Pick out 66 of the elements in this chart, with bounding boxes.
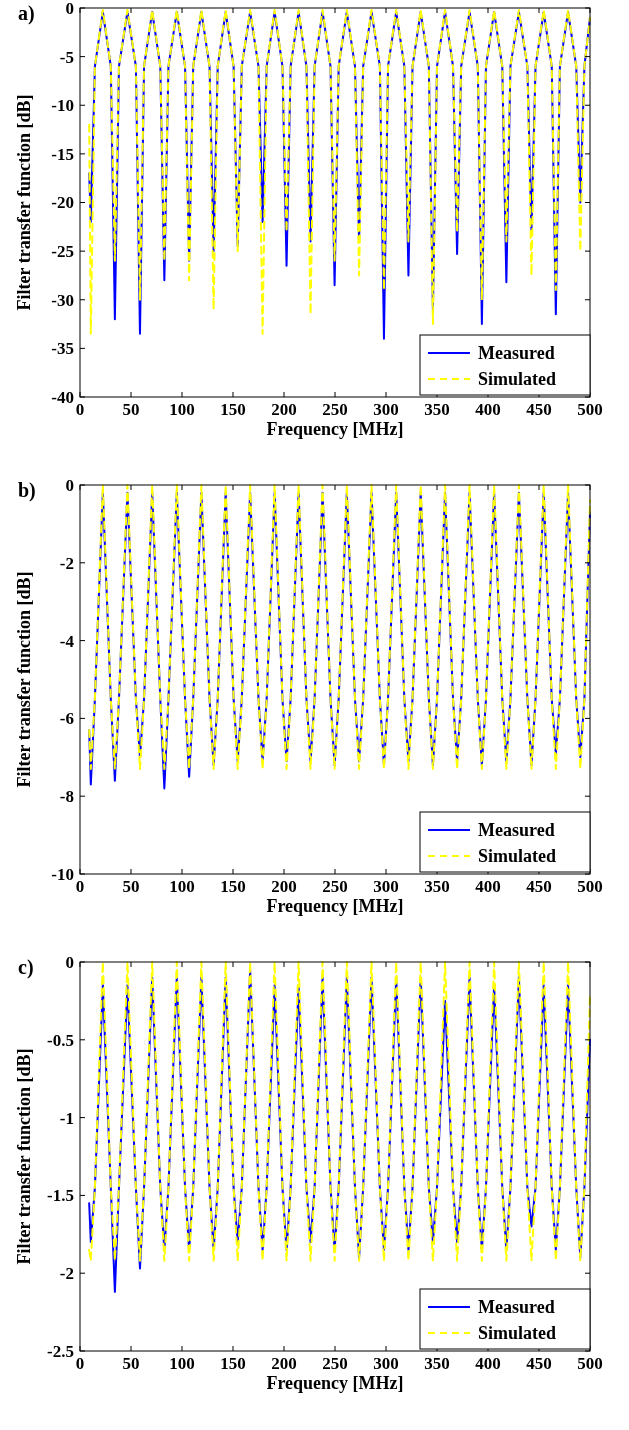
text: c) <box>18 956 34 979</box>
y-axis-title: Filter transfer function [dB] <box>14 571 34 788</box>
x-tick-label: 400 <box>475 400 501 419</box>
x-tick-label: 300 <box>373 877 399 896</box>
x-axis-title: Frequency [MHz] <box>266 1373 404 1393</box>
y-tick-label: -0.5 <box>47 1030 74 1050</box>
x-tick-label: 100 <box>169 877 195 896</box>
x-axis-title: Frequency [MHz] <box>266 419 404 439</box>
y-tick-label: -25 <box>51 242 74 262</box>
x-tick-label: 300 <box>373 400 399 419</box>
x-tick-label: 250 <box>322 1354 348 1373</box>
x-tick-label: 350 <box>424 400 450 419</box>
x-tick-label: 200 <box>271 1354 297 1373</box>
x-tick-label: 400 <box>475 1354 501 1373</box>
y-tick-label: -8 <box>59 787 74 807</box>
legend-label: Simulated <box>478 846 557 867</box>
x-tick-label: 150 <box>220 400 246 419</box>
x-tick-label: 150 <box>220 877 246 896</box>
x-axis-title: Frequency [MHz] <box>266 896 404 916</box>
legend-label: Simulated <box>478 369 557 390</box>
x-tick-label: 350 <box>424 1354 450 1373</box>
y-tick-label: -10 <box>51 864 74 884</box>
legend-label: Simulated <box>478 1323 557 1344</box>
legend-label: Measured <box>478 820 555 841</box>
x-tick-label: 150 <box>220 1354 246 1373</box>
y-tick-label: 0 <box>65 475 74 495</box>
x-tick-label: 450 <box>526 1354 552 1373</box>
x-tick-label: 450 <box>526 400 552 419</box>
x-tick-label: 250 <box>322 877 348 896</box>
x-tick-label: 250 <box>322 400 348 419</box>
x-tick-label: 50 <box>122 877 140 896</box>
y-tick-label: 0 <box>65 0 74 18</box>
y-tick-label: -1 <box>59 1108 74 1128</box>
x-tick-label: 450 <box>526 877 552 896</box>
y-tick-label: -2 <box>59 553 74 573</box>
x-tick-label: 200 <box>271 400 297 419</box>
y-tick-label: -15 <box>51 144 74 164</box>
y-tick-label: -35 <box>51 339 74 359</box>
x-tick-label: 500 <box>577 400 603 419</box>
x-tick-label: 50 <box>122 400 140 419</box>
x-tick-label: 100 <box>169 1354 195 1373</box>
y-tick-label: 0 <box>65 952 74 972</box>
y-tick-label: -10 <box>51 96 74 116</box>
y-tick-label: -1.5 <box>47 1186 74 1206</box>
y-tick-label: -6 <box>59 709 74 729</box>
x-tick-label: 300 <box>373 1354 399 1373</box>
x-tick-label: 200 <box>271 877 297 896</box>
x-tick-label: 500 <box>577 1354 603 1373</box>
x-tick-label: 100 <box>169 400 195 419</box>
y-tick-label: -20 <box>51 193 74 213</box>
y-axis-title: Filter transfer function [dB] <box>14 1048 34 1265</box>
legend-label: Measured <box>478 343 555 364</box>
y-tick-label: -30 <box>51 290 74 310</box>
y-tick-label: -2 <box>59 1264 74 1284</box>
y-tick-label: -40 <box>51 387 74 407</box>
text: b) <box>18 479 36 502</box>
y-tick-label: -4 <box>59 631 75 651</box>
x-tick-label: 350 <box>424 877 450 896</box>
y-tick-label: -2.5 <box>47 1341 74 1361</box>
x-tick-label: 50 <box>122 1354 140 1373</box>
x-tick-label: 400 <box>475 877 501 896</box>
y-axis-title: Filter transfer function [dB] <box>14 94 34 311</box>
text: a) <box>18 2 35 25</box>
x-tick-label: 500 <box>577 877 603 896</box>
legend-label: Measured <box>478 1297 555 1318</box>
y-tick-label: -5 <box>59 47 74 67</box>
